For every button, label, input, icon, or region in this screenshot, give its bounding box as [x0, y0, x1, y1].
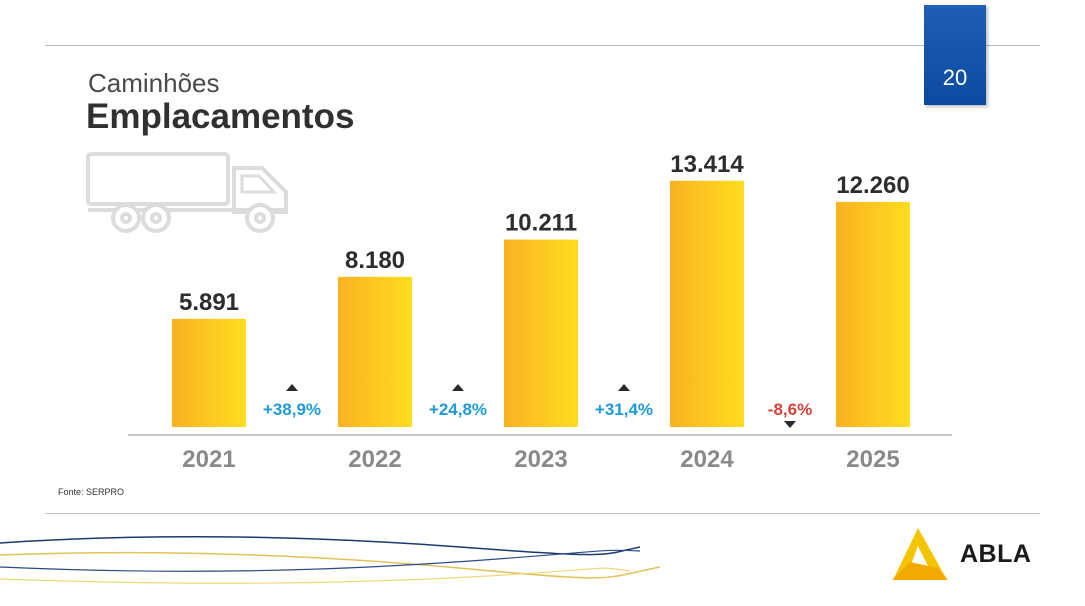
growth-percentage-label: +38,9%	[263, 400, 321, 419]
x-tick-label: 2024	[680, 446, 734, 473]
bar-2021	[172, 318, 246, 427]
bar-value-label: 13.414	[670, 151, 744, 178]
page-number-tab: 20	[924, 5, 986, 105]
bar-2024	[670, 180, 744, 427]
bar-value-label: 5.891	[179, 289, 239, 316]
increase-arrow-icon	[452, 384, 464, 391]
x-tick-label: 2021	[182, 446, 235, 473]
bar-value-label: 8.180	[345, 247, 405, 274]
abla-triangle-logo-icon	[892, 528, 948, 580]
bottom-divider	[45, 513, 1040, 514]
growth-percentage-label: +31,4%	[595, 400, 653, 419]
bar-value-label: 10.211	[505, 210, 577, 237]
source-note: Fonte: SERPRO	[58, 487, 125, 497]
bar-2022	[338, 276, 412, 427]
truck-outline-icon	[86, 152, 288, 233]
growth-percentage-label: +24,8%	[429, 400, 487, 419]
top-divider	[45, 45, 1040, 46]
x-tick-label: 2023	[514, 446, 567, 473]
bar-value-label: 12.260	[836, 172, 909, 199]
slide-subtitle: Caminhões	[88, 68, 220, 98]
decorative-swoosh-lines	[0, 535, 660, 584]
bar-2025	[836, 201, 910, 427]
page-number: 20	[942, 65, 968, 90]
x-tick-label: 2025	[846, 446, 899, 473]
bar-2023	[504, 239, 578, 427]
decrease-arrow-icon	[784, 421, 796, 428]
increase-arrow-icon	[286, 384, 298, 391]
abla-logo-text: ABLA	[960, 540, 1032, 568]
growth-percentage-label: -8,6%	[768, 400, 812, 419]
increase-arrow-icon	[618, 384, 630, 391]
x-tick-label: 2022	[348, 446, 401, 473]
slide-title: Emplacamentos	[86, 97, 355, 136]
